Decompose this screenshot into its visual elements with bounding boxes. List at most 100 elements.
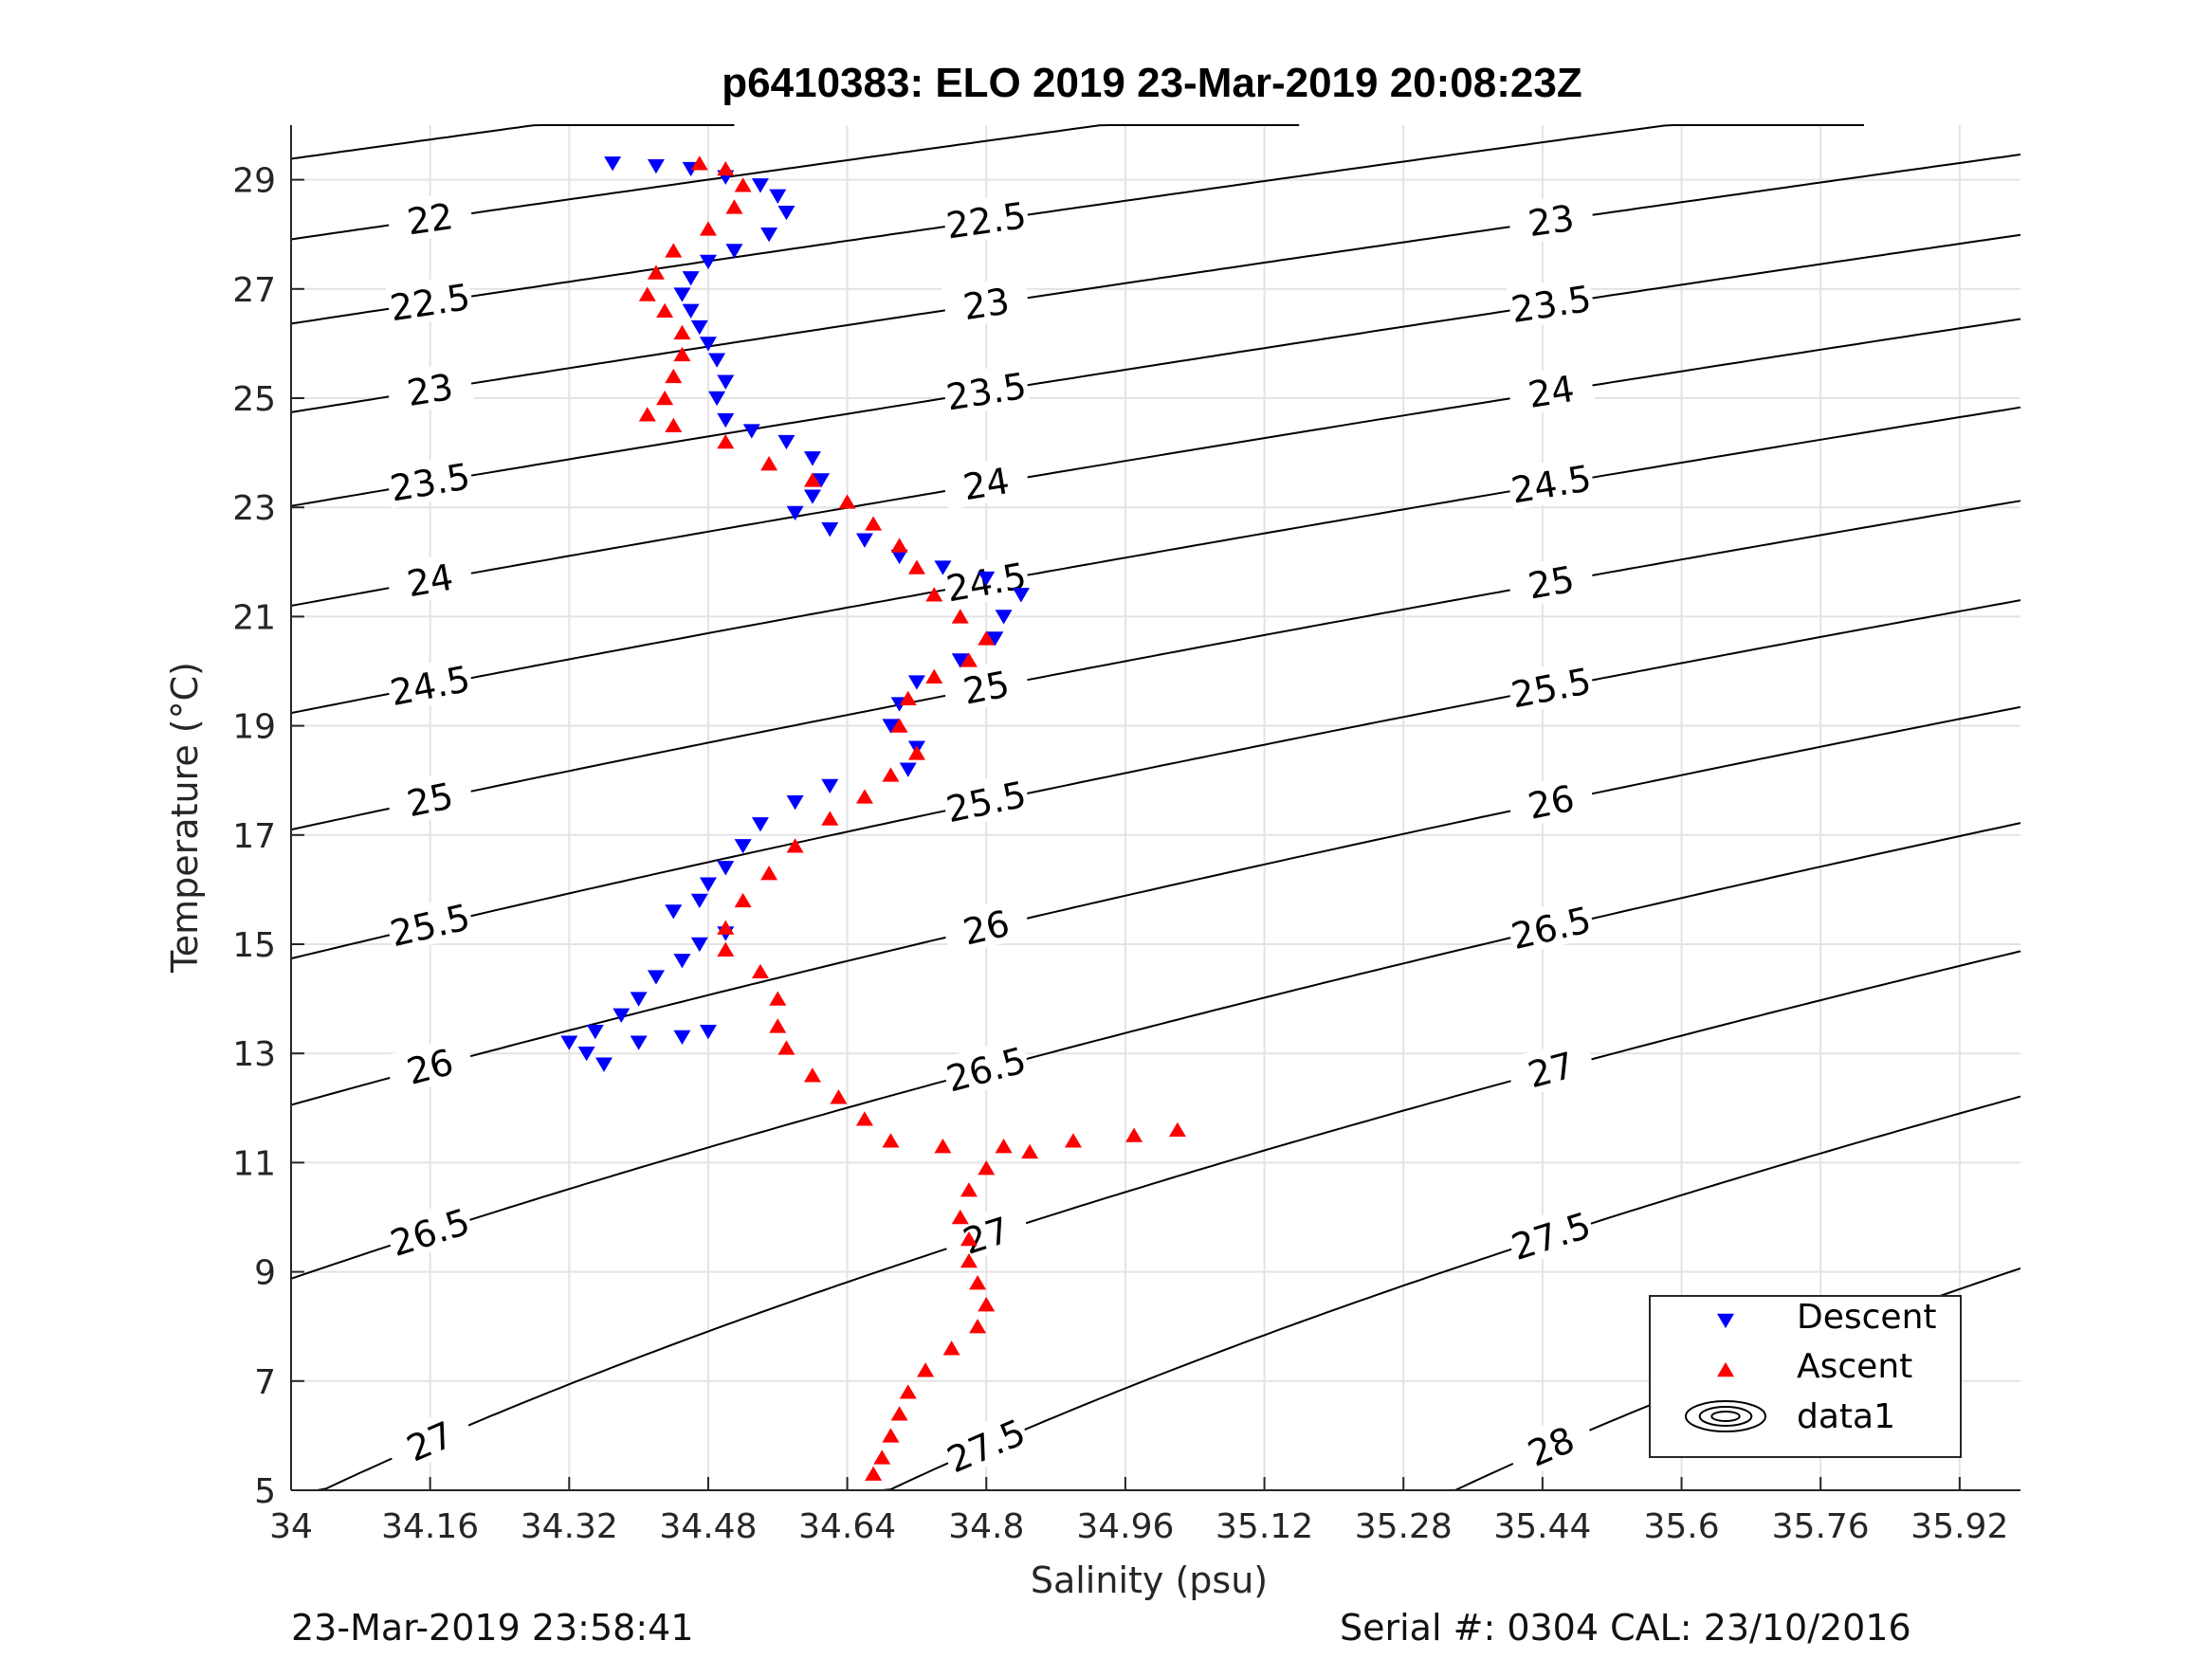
x-axis-label: Salinity (psu) — [1031, 1559, 1268, 1601]
ascent-point — [978, 1297, 996, 1312]
y-tick-label: 17 — [232, 817, 276, 856]
ascent-point — [978, 1160, 996, 1176]
isopycnal-label: 25.5 — [942, 774, 1030, 831]
isopycnal-label: 25 — [1525, 558, 1577, 608]
isopycnal-label-mask — [1505, 896, 1597, 957]
legend-contour-marker — [1685, 1400, 1766, 1432]
descent-point — [777, 434, 795, 450]
descent-point — [899, 762, 917, 777]
isopycnal-label: 26 — [1525, 777, 1578, 828]
isopycnal-label-mask — [941, 362, 1031, 417]
isopycnal-label-mask — [941, 275, 1031, 330]
ascent-point — [665, 368, 683, 384]
ascent-point — [786, 838, 804, 853]
legend-ascent-marker — [1717, 1361, 1734, 1377]
ascent-point — [665, 417, 683, 432]
isopycnal-label: 24 — [1526, 368, 1578, 416]
footer-serial-calibration: Serial #: 0304 CAL: 23/10/2016 — [1340, 1607, 1911, 1649]
isopycnal-label: 22 — [405, 195, 456, 243]
ascent-point — [760, 456, 778, 471]
ascent-point — [899, 690, 917, 705]
ascent-point — [656, 302, 674, 319]
isopycnal-label-mask — [939, 1409, 1033, 1481]
x-tick-label: 34.8 — [948, 1507, 1024, 1546]
ascent-point — [1021, 1143, 1039, 1159]
ascent-point — [960, 1182, 978, 1197]
ascent-point — [865, 516, 883, 531]
descent-point — [717, 861, 735, 876]
descent-point — [907, 675, 925, 690]
descent-point — [586, 1024, 604, 1040]
ascent-point — [969, 1319, 987, 1334]
isopycnal-label: 22.5 — [388, 276, 473, 329]
ascent-point — [1168, 1121, 1186, 1138]
descent-point — [647, 970, 665, 985]
x-tick-label: 34.96 — [1076, 1507, 1174, 1546]
y-tick-label: 21 — [232, 598, 276, 637]
ascent-point — [838, 494, 856, 509]
ascent-point — [855, 1111, 873, 1126]
descent-point — [978, 571, 996, 587]
ascent-point — [656, 390, 674, 406]
descent-point — [690, 893, 708, 909]
descent-point — [951, 653, 969, 668]
isopycnal-line — [290, 406, 2021, 715]
ascent-point — [873, 1449, 891, 1465]
isopycnal-label-mask — [1506, 657, 1597, 715]
isopycnal-line — [290, 822, 2021, 1280]
isopycnal-label: 23.5 — [1508, 278, 1594, 331]
descent-point — [725, 244, 743, 259]
isopycnal-label-mask — [941, 454, 1031, 510]
isopycnal-label: 24.5 — [387, 658, 473, 714]
isopycnal-label: 25.5 — [1508, 660, 1594, 716]
x-tick-label: 34.32 — [521, 1507, 618, 1546]
ascent-point — [830, 1089, 848, 1104]
ascent-point — [890, 1406, 908, 1421]
descent-point — [751, 178, 769, 193]
isopycnal-line — [838, 1095, 2021, 1491]
y-tick-label: 25 — [232, 380, 276, 419]
ascent-point — [978, 630, 996, 646]
y-tick-label: 5 — [254, 1472, 276, 1511]
isopycnal-label-mask — [941, 771, 1032, 830]
ascent-point — [882, 1428, 900, 1443]
descent-point — [986, 631, 1004, 647]
grid-lines — [290, 125, 2020, 1491]
isopycnal-label: 23 — [404, 366, 456, 414]
ascent-point — [960, 1231, 978, 1247]
isopycnal-line — [290, 500, 2021, 831]
legend-descent-marker — [1717, 1313, 1734, 1329]
isopycnal-line — [290, 233, 2021, 507]
legend-contour-marker — [1710, 1411, 1741, 1422]
legend-entry-data1: data1 — [1797, 1397, 1895, 1436]
y-tick-label: 11 — [232, 1144, 276, 1183]
isopycnal-label: 26.5 — [942, 1039, 1031, 1100]
descent-point — [699, 877, 717, 892]
isopycnal-line — [290, 124, 1864, 325]
x-tick-label: 34.16 — [381, 1507, 479, 1546]
descent-point — [630, 992, 648, 1007]
footer-timestamp: 23-Mar-2019 23:58:41 — [291, 1607, 694, 1649]
ascent-point — [665, 243, 683, 258]
ascent-point — [951, 609, 969, 624]
isopycnal-label-mask — [1506, 455, 1596, 510]
isopycnal-label-mask — [385, 452, 475, 508]
ascent-point — [717, 941, 735, 957]
isopycnal-line — [291, 950, 2021, 1491]
ascent-point — [647, 264, 665, 280]
descent-point — [673, 287, 691, 302]
isopycnal-label: 26 — [960, 902, 1014, 954]
descent-point — [699, 254, 717, 270]
ascent-point — [717, 160, 735, 176]
ascent-point — [673, 346, 691, 362]
x-tick-label: 35.28 — [1355, 1507, 1453, 1546]
x-tick-label: 35.92 — [1910, 1507, 2008, 1546]
ascent-point — [960, 652, 978, 667]
descent-point — [995, 610, 1013, 625]
isopycnal-label: 25 — [960, 663, 1013, 712]
x-tick-label: 34 — [269, 1507, 313, 1546]
y-tick-label: 19 — [232, 708, 276, 747]
y-tick-label: 9 — [254, 1254, 276, 1293]
ascent-point — [855, 789, 873, 804]
